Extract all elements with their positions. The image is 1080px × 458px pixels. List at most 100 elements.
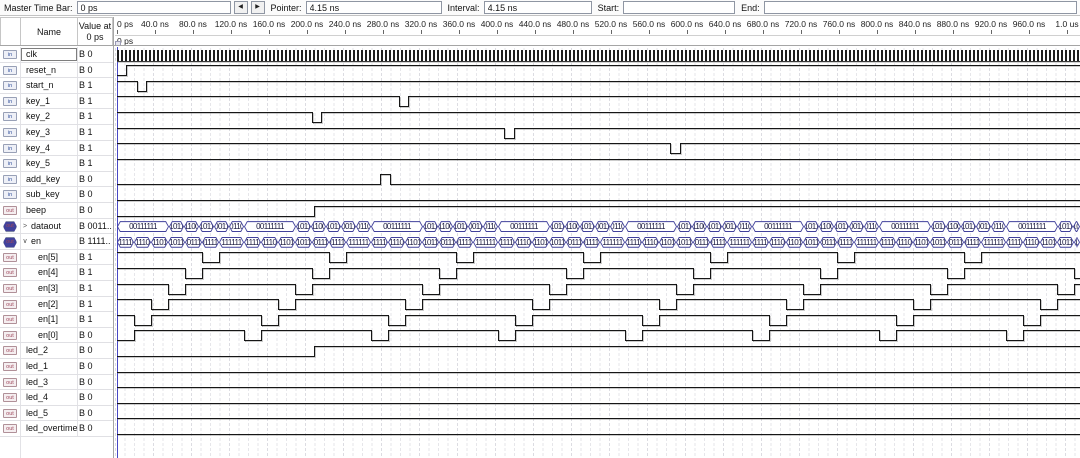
waveform-clk[interactable] [115,47,1080,63]
waveform-led_3[interactable] [115,375,1080,391]
waveform-led_1[interactable] [115,359,1080,375]
waveform-led_overtime[interactable] [115,421,1080,437]
signal-row-en[3][interactable]: out en[3] B 1 [0,281,113,297]
waveform-reset_n[interactable] [115,63,1080,79]
waveform-key_4[interactable] [115,141,1080,157]
wave-level [549,293,566,295]
signal-row-key_3[interactable]: in key_3 B 1 [0,125,113,141]
waveform-key_5[interactable] [115,156,1080,172]
wave-level [514,127,1080,129]
wave-level [498,283,549,285]
waveform-canvas[interactable]: 00111111 1011 1100 1011 0011 0110 00111111 1011… [115,47,1080,458]
signal-value: B 1 [79,80,93,91]
bus-value: 0011 [215,222,228,232]
signal-name: key_4 [26,142,51,153]
waveform-dataout[interactable]: 00111111 1011 1100 1011 0011 0110 00111111 1011… [115,219,1080,235]
wave-edge [549,283,550,295]
waveform-en[4][interactable] [115,265,1080,281]
wave-level [1006,314,1023,316]
wave-level [532,309,549,311]
signal-row-en[4][interactable]: out en[4] B 1 [0,265,113,281]
signal-row-en[interactable]: out ∨ en B 1111.. [0,234,113,250]
signal-row-start_n[interactable]: in start_n B 1 [0,78,113,94]
signal-row-add_key[interactable]: in add_key B 0 [0,172,113,188]
start-input[interactable] [623,1,736,14]
master-time-bar-input[interactable] [76,1,231,14]
signal-row-en[2][interactable]: out en[2] B 1 [0,297,113,313]
output-port-icon: out [3,330,17,340]
waveform-sub_key[interactable] [115,187,1080,203]
expand-group-icon[interactable]: > [22,222,28,230]
signal-row-key_2[interactable]: in key_2 B 1 [0,109,113,125]
ruler-label: 600.0 ns [670,19,704,29]
signal-row-en[1][interactable]: out en[1] B 1 [0,312,113,328]
waveform-beep[interactable] [115,203,1080,219]
signal-row-en[0][interactable]: out en[0] B 0 [0,328,113,344]
waveform-key_1[interactable] [115,94,1080,110]
signal-row-clk[interactable]: in clk B 0 [0,47,113,63]
interval-input[interactable] [483,1,592,14]
collapse-group-icon[interactable]: ∨ [22,238,28,246]
signal-name: key_2 [26,111,51,122]
bus-segment: 011111 [456,237,473,248]
signal-row-led_5[interactable]: out led_5 B 0 [0,406,113,422]
pointer-input[interactable] [305,1,442,14]
value-column-header[interactable]: Value at 0 ps [77,17,113,46]
waveform-key_2[interactable] [115,109,1080,125]
end-input[interactable] [763,1,1077,14]
signal-row-led_4[interactable]: out led_4 B 0 [0,390,113,406]
panel-divider[interactable] [113,17,114,458]
bus-segment: 1011 [326,221,341,232]
name-column-header[interactable]: Name [20,17,78,46]
waveform-led_5[interactable] [115,406,1080,422]
wave-level [930,293,947,295]
waveform-led_2[interactable] [115,343,1080,359]
signal-row-led_2[interactable]: out led_2 B 0 [0,343,113,359]
signal-row-sub_key[interactable]: in sub_key B 0 [0,187,113,203]
signal-row-led_1[interactable]: out led_1 B 0 [0,359,113,375]
bus-segment: 1011 [804,221,819,232]
waveform-led_4[interactable] [115,390,1080,406]
ruler-baseline [115,35,1080,36]
time-ruler[interactable]: 0 ps 40.0 ns 80.0 ns 120.0 ns 160.0 ns 200.0 … [115,17,1080,46]
signal-row-beep[interactable]: out beep B 0 [0,203,113,219]
signal-row-dataout[interactable]: out > dataout B 0011.. [0,219,113,235]
wave-edge [371,330,372,342]
waveform-en[0][interactable] [115,328,1080,344]
signal-row-led_overtime[interactable]: out led_overtime B 0 [0,421,113,437]
waveform-add_key[interactable] [115,172,1080,188]
wave-edge [346,252,347,264]
wave-edge [820,283,821,295]
signal-row-key_5[interactable]: in key_5 B 1 [0,156,113,172]
signal-row-key_4[interactable]: in key_4 B 1 [0,141,113,157]
waveform-en[5][interactable] [115,250,1080,266]
signal-row-led_3[interactable]: out led_3 B 0 [0,375,113,391]
waveform-en[2][interactable] [115,297,1080,313]
time-bar-back-button[interactable]: ◀ [233,1,248,14]
waveform-en[3][interactable] [115,281,1080,297]
time-bar-forward-button[interactable]: ▶ [250,1,265,14]
wave-level [769,324,786,326]
input-port-icon: in [3,128,17,137]
output-port-icon: out [3,424,17,434]
waveform-key_3[interactable] [115,125,1080,141]
signal-row-key_1[interactable]: in key_1 B 1 [0,94,113,110]
waveform-en[1][interactable] [115,312,1080,328]
input-port-icon: in [3,159,17,169]
waveform-start_n[interactable] [115,78,1080,94]
name-column-label: Name [36,26,61,37]
signal-row-en[5][interactable]: out en[5] B 1 [0,250,113,266]
output-port-icon: out [3,377,17,387]
signal-row-reset_n[interactable]: in reset_n B 0 [0,63,113,79]
